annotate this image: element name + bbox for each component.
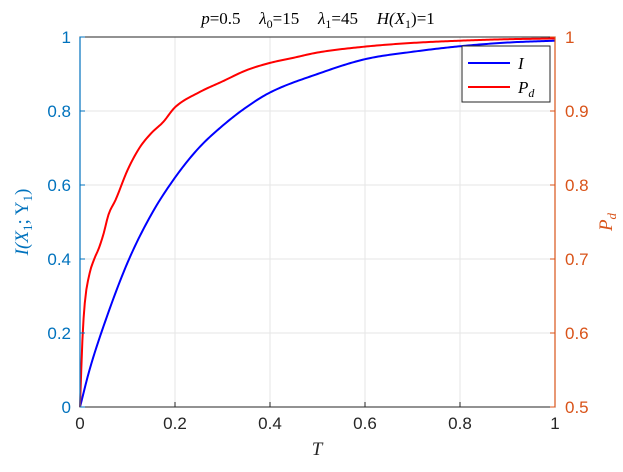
title-entropy-label: H(X <box>376 9 406 28</box>
y-tick-label-right: 0.8 <box>565 176 589 195</box>
y-axis-label-right: Pd <box>596 212 619 232</box>
title-lambda1-sub: 1 <box>325 17 331 31</box>
x-axis-label: T <box>312 439 324 460</box>
chart-title: p=0.5 λ0=15 λ1=45 H(X1)=1 <box>200 9 435 31</box>
y-label-left-sub2: 1 <box>20 195 35 202</box>
y-label-left-main: I(X <box>12 230 33 257</box>
series-line-I <box>79 39 556 408</box>
y-tick-label-right: 0.7 <box>565 250 589 269</box>
x-tick-label: 0.8 <box>448 414 472 433</box>
title-entropy-sub: 1 <box>405 17 411 31</box>
legend-Pd-sub: d <box>528 86 535 100</box>
series-group <box>79 37 556 408</box>
x-tick-label: 0.2 <box>163 414 187 433</box>
y-tick-label-right: 0.6 <box>565 324 589 343</box>
y-tick-label-right: 0.5 <box>565 398 589 417</box>
y-axis-label-left: I(X1; Y1) <box>12 189 35 257</box>
title-entropy-close: ) <box>411 9 417 28</box>
y-tick-label-left: 0.4 <box>47 250 71 269</box>
title-lambda0-label: λ <box>258 9 266 28</box>
title-lambda1-label: λ <box>317 9 325 28</box>
y-label-left-mid: ; Y <box>12 201 33 224</box>
legend: I Pd <box>461 45 551 103</box>
title-p-label: p <box>200 9 210 28</box>
y-label-left-close: ) <box>12 189 33 195</box>
y-tick-label-left: 0.2 <box>47 324 71 343</box>
legend-label-I: I <box>517 54 525 73</box>
y-tick-label-left: 0.8 <box>47 102 71 121</box>
y-tick-label-left: 1 <box>62 28 71 47</box>
legend-I-text: I <box>517 54 525 73</box>
y-label-right-main: P <box>596 219 617 232</box>
series-line-Pd <box>79 37 556 408</box>
y-label-left-sub1: 1 <box>20 225 35 232</box>
grid <box>79 36 556 408</box>
legend-Pd-text: P <box>517 78 528 97</box>
y-tick-label-left: 0 <box>62 398 71 417</box>
ticks-group: 0 0.2 0.4 0.6 0.8 1 0 0.2 0.4 0.6 0.8 1 0.5 0.6 0.7 0.8… <box>47 28 588 433</box>
title-lambda0-sub: 0 <box>267 17 273 31</box>
x-tick-label: 0 <box>75 414 84 433</box>
y-tick-label-right: 1 <box>565 28 574 47</box>
x-tick-label: 0.4 <box>258 414 282 433</box>
title-lambda0-value: =15 <box>273 9 300 28</box>
title-entropy-value: =1 <box>417 9 435 28</box>
legend-box <box>461 45 551 103</box>
y-label-right-sub: d <box>604 212 619 219</box>
y-tick-label-left: 0.6 <box>47 176 71 195</box>
x-tick-label: 0.6 <box>353 414 377 433</box>
y-tick-label-right: 0.9 <box>565 102 589 121</box>
x-tick-label: 1 <box>550 414 559 433</box>
title-lambda1-value: =45 <box>331 9 358 28</box>
title-p-value: =0.5 <box>210 9 241 28</box>
legend-label-Pd: Pd <box>517 78 535 100</box>
